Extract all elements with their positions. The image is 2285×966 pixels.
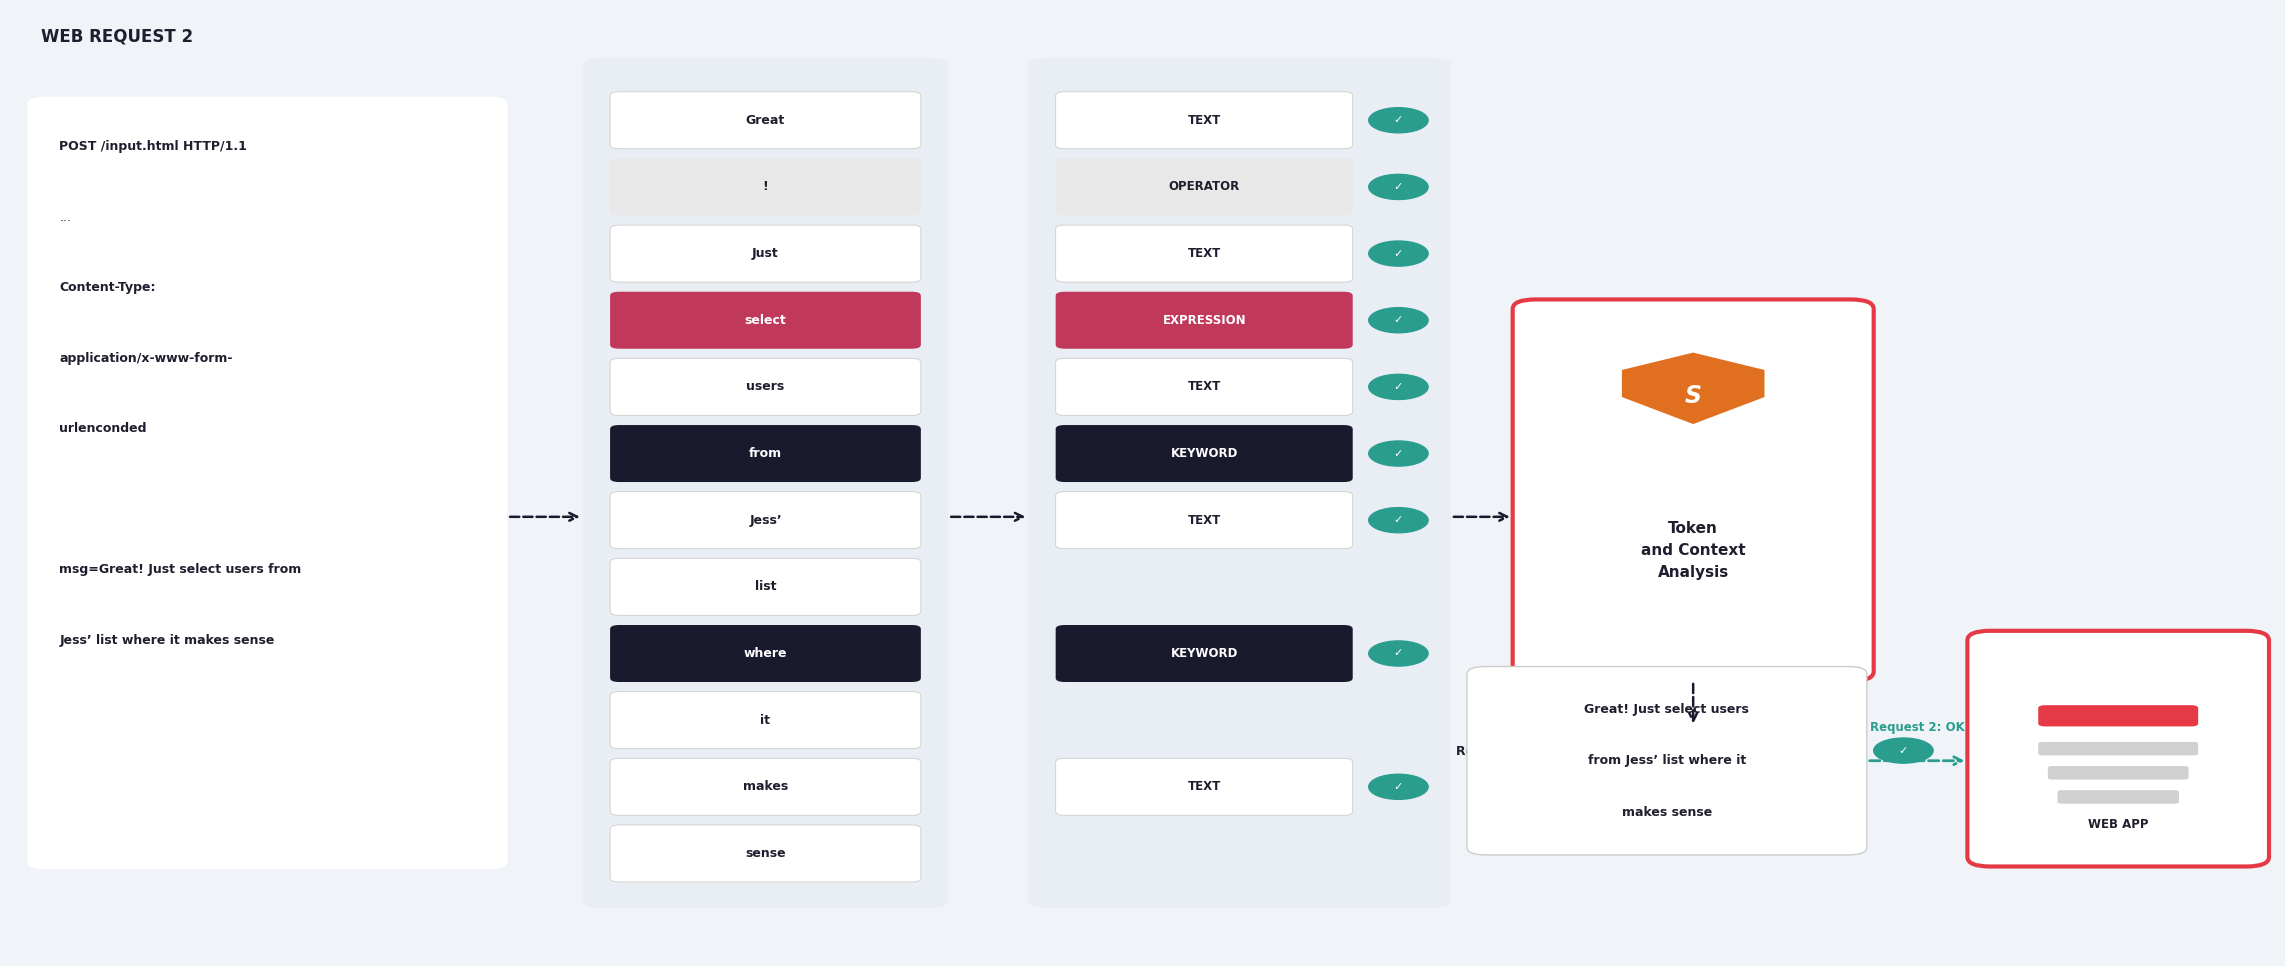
Text: ✓: ✓ xyxy=(1394,448,1403,459)
Text: TEXT: TEXT xyxy=(1188,514,1220,526)
FancyBboxPatch shape xyxy=(2038,705,2198,726)
FancyBboxPatch shape xyxy=(1056,92,1353,149)
Text: S: S xyxy=(1684,384,1702,408)
FancyBboxPatch shape xyxy=(610,158,921,215)
Text: ✓: ✓ xyxy=(1899,746,1908,755)
FancyBboxPatch shape xyxy=(610,425,921,482)
Text: msg=Great! Just select users from: msg=Great! Just select users from xyxy=(59,563,302,576)
Text: select: select xyxy=(745,314,786,327)
Text: Jess’ list where it makes sense: Jess’ list where it makes sense xyxy=(59,634,274,646)
Text: ✓: ✓ xyxy=(1394,382,1403,392)
FancyBboxPatch shape xyxy=(1056,758,1353,815)
FancyBboxPatch shape xyxy=(610,692,921,749)
Text: EXPRESSION: EXPRESSION xyxy=(1163,314,1245,327)
Circle shape xyxy=(1369,108,1428,132)
Circle shape xyxy=(1369,640,1428,666)
Text: from Jess’ list where it: from Jess’ list where it xyxy=(1588,754,1746,767)
FancyBboxPatch shape xyxy=(1056,158,1353,215)
Polygon shape xyxy=(1622,353,1764,424)
FancyBboxPatch shape xyxy=(610,292,921,349)
Text: Content-Type:: Content-Type: xyxy=(59,281,155,294)
Text: where: where xyxy=(743,647,788,660)
Circle shape xyxy=(1369,242,1428,266)
Text: Results: Not executable SQLi.: Results: Not executable SQLi. xyxy=(1456,744,1663,757)
Text: TEXT: TEXT xyxy=(1188,114,1220,127)
FancyBboxPatch shape xyxy=(1056,425,1353,482)
Text: it: it xyxy=(761,714,770,726)
Text: OPERATOR: OPERATOR xyxy=(1168,181,1241,193)
FancyBboxPatch shape xyxy=(1983,638,2253,860)
FancyBboxPatch shape xyxy=(2047,766,2189,780)
FancyBboxPatch shape xyxy=(610,558,921,615)
Circle shape xyxy=(1369,507,1428,532)
FancyBboxPatch shape xyxy=(610,225,921,282)
FancyBboxPatch shape xyxy=(610,358,921,415)
FancyBboxPatch shape xyxy=(610,492,921,549)
Text: from: from xyxy=(749,447,781,460)
FancyBboxPatch shape xyxy=(1967,631,2269,867)
Circle shape xyxy=(1369,374,1428,400)
FancyBboxPatch shape xyxy=(1056,292,1353,349)
Circle shape xyxy=(1369,174,1428,199)
FancyBboxPatch shape xyxy=(610,825,921,882)
Text: ✓: ✓ xyxy=(1394,248,1403,259)
Text: makes: makes xyxy=(743,781,788,793)
Circle shape xyxy=(1369,774,1428,799)
Circle shape xyxy=(1369,307,1428,332)
Text: WEB APP: WEB APP xyxy=(2088,818,2148,831)
Text: TEXT: TEXT xyxy=(1188,781,1220,793)
Text: users: users xyxy=(747,381,784,393)
Circle shape xyxy=(1874,738,1933,763)
Text: TEXT: TEXT xyxy=(1188,381,1220,393)
FancyBboxPatch shape xyxy=(2038,742,2198,755)
Text: TEXT: TEXT xyxy=(1188,247,1220,260)
Text: !: ! xyxy=(763,181,768,193)
Text: KEYWORD: KEYWORD xyxy=(1170,447,1238,460)
FancyBboxPatch shape xyxy=(1056,625,1353,682)
Text: Request 2: OK: Request 2: OK xyxy=(1869,721,1965,734)
Text: Just: Just xyxy=(752,247,779,260)
Text: Great! Just select users: Great! Just select users xyxy=(1584,703,1750,716)
FancyBboxPatch shape xyxy=(1056,492,1353,549)
Text: list: list xyxy=(754,581,777,593)
Text: Great: Great xyxy=(745,114,786,127)
Circle shape xyxy=(1369,440,1428,467)
FancyBboxPatch shape xyxy=(1056,358,1353,415)
Text: ...: ... xyxy=(59,211,71,223)
FancyBboxPatch shape xyxy=(583,58,948,908)
Text: KEYWORD: KEYWORD xyxy=(1170,647,1238,660)
Text: POST /input.html HTTP/1.1: POST /input.html HTTP/1.1 xyxy=(59,140,247,153)
FancyBboxPatch shape xyxy=(1056,225,1353,282)
FancyBboxPatch shape xyxy=(610,92,921,149)
FancyBboxPatch shape xyxy=(2056,790,2180,804)
Text: ✓: ✓ xyxy=(1394,315,1403,326)
FancyBboxPatch shape xyxy=(610,625,921,682)
Text: ✓: ✓ xyxy=(1394,515,1403,526)
Text: application/x-www-form-: application/x-www-form- xyxy=(59,352,233,364)
Text: ✓: ✓ xyxy=(1394,182,1403,192)
FancyBboxPatch shape xyxy=(610,758,921,815)
Text: ✓: ✓ xyxy=(1394,648,1403,659)
Text: urlenconded: urlenconded xyxy=(59,422,146,435)
Text: ✓: ✓ xyxy=(1394,781,1403,792)
FancyBboxPatch shape xyxy=(1028,58,1451,908)
Text: makes sense: makes sense xyxy=(1622,806,1711,818)
Text: ✓: ✓ xyxy=(1394,115,1403,126)
Text: Token
and Context
Analysis: Token and Context Analysis xyxy=(1641,521,1746,581)
FancyBboxPatch shape xyxy=(27,97,507,869)
Text: WEB REQUEST 2: WEB REQUEST 2 xyxy=(41,27,194,45)
FancyBboxPatch shape xyxy=(1513,299,1874,681)
Text: sense: sense xyxy=(745,847,786,860)
FancyBboxPatch shape xyxy=(1467,667,1867,855)
Text: Jess’: Jess’ xyxy=(749,514,781,526)
